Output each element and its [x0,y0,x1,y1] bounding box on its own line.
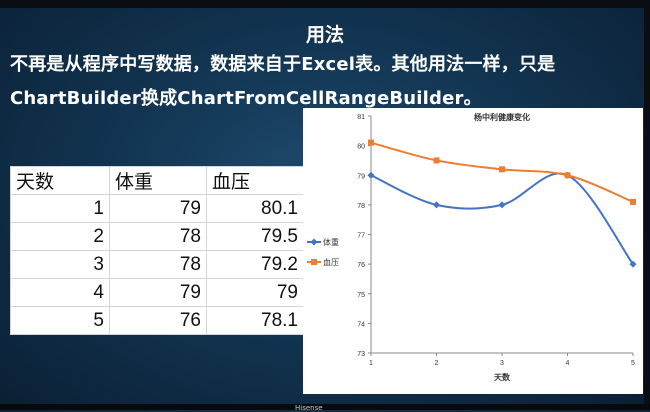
table-cell[interactable]: 78 [109,250,207,279]
table-row: 1 79 80.1 [10,194,307,223]
table-header-cell[interactable]: 血压 [206,166,304,195]
table-row: 4 79 79 [10,278,307,307]
table-header-row: 天数 体重 血压 [10,166,307,195]
slide-text-line-1: 不再是从程序中写数据，数据来自于Excel表。其他用法一样，只是 [10,54,556,75]
x-tick-label: 2 [435,360,439,367]
chart-panel: 杨中利健康变化 73 74 75 76 77 78 79 80 81 1 2 3 4 5 天数 体重血压 [303,108,643,394]
data-point-marker [629,260,637,268]
table-cell[interactable]: 79.5 [206,222,304,251]
x-tick-label: 5 [631,360,635,367]
table-cell[interactable]: 2 [10,222,110,251]
table-row: 5 76 78.1 [10,306,307,335]
screen-frame-top [0,0,650,8]
table-cell[interactable]: 76 [109,306,207,335]
y-tick-label: 75 [357,292,365,299]
legend-label: 体重 [323,237,339,247]
legend-label: 血压 [323,257,339,267]
table-header-cell[interactable]: 天数 [10,166,110,195]
data-point-marker [499,166,505,173]
screen-frame-bottom [0,404,650,410]
table-cell[interactable]: 4 [10,278,110,307]
data-point-marker [433,201,440,209]
table-row: 2 78 79.5 [10,222,307,251]
table-cell[interactable]: 79 [109,194,207,223]
x-tick-label: 1 [369,360,373,367]
y-tick-label: 77 [357,233,365,240]
chart-title: 杨中利健康变化 [474,112,530,122]
tv-brand-logo: Hisense [295,404,323,412]
legend-marker [310,238,318,246]
y-tick-label: 74 [357,321,365,328]
table-cell[interactable]: 80.1 [206,194,304,223]
y-tick-label: 73 [357,351,365,358]
series-line-1 [370,172,634,265]
table-header-cell[interactable]: 体重 [109,166,207,195]
table-cell[interactable]: 3 [10,250,110,279]
legend-marker [311,259,317,265]
table-cell[interactable]: 1 [10,194,110,223]
x-axis-label: 天数 [494,372,511,382]
x-tick-label: 4 [566,360,570,367]
data-point-marker [368,139,374,146]
data-point-marker [498,201,506,209]
excel-data-table: 天数 体重 血压 1 79 80.1 2 78 79.5 3 78 79.2 4 79 79 5 76 78.1 [10,166,307,335]
data-point-marker [433,157,440,164]
slide-title: 用法 [305,24,344,46]
data-point-marker [367,171,375,179]
screen-frame-right [644,0,650,410]
data-point-marker [564,172,571,179]
table-row: 3 78 79.2 [10,250,307,279]
y-tick-label: 81 [357,114,365,121]
slide-text-line-2: ChartBuilder换成ChartFromCellRangeBuilder。 [10,88,482,109]
x-tick-label: 3 [500,360,504,367]
table-cell[interactable]: 5 [10,306,110,335]
table-cell[interactable]: 78 [109,222,207,251]
y-tick-label: 80 [357,144,365,151]
y-tick-label: 79 [357,173,365,180]
table-cell[interactable]: 79 [206,278,304,307]
table-cell[interactable]: 79 [109,278,207,307]
y-tick-label: 76 [357,262,365,269]
data-point-marker [630,198,636,205]
y-tick-label: 78 [357,203,365,210]
table-cell[interactable]: 79.2 [206,250,304,279]
table-cell[interactable]: 78.1 [206,306,304,335]
